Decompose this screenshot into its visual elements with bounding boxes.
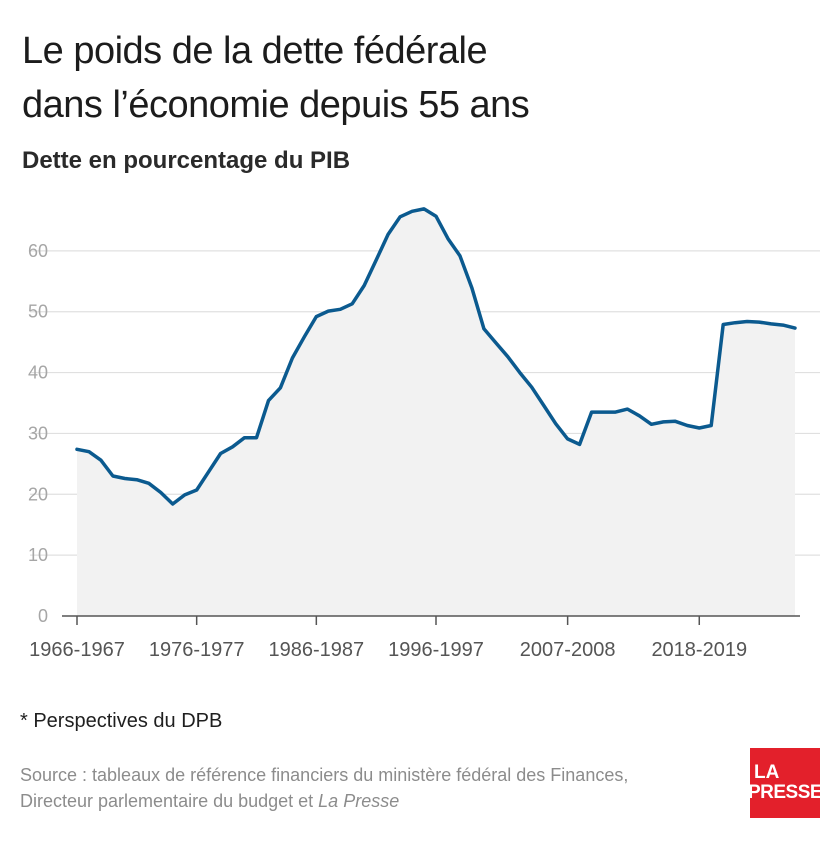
footnote: * Perspectives du DPB [20,710,223,732]
y-tick-label: 40 [28,363,48,383]
y-axis-ticks: 0 10 20 30 40 50 60 [28,241,48,626]
y-tick-label: 10 [28,545,48,565]
source-line-1: Source : tableaux de référence financier… [20,765,629,785]
source-publication-name: La Presse [318,791,400,811]
x-tick-label: 1996-1997 [388,639,484,661]
y-tick-label: 20 [28,484,48,504]
y-tick-label: 0 [38,606,48,626]
source-text: Source : tableaux de référence financier… [20,762,720,814]
logo-line-1: LA [754,762,780,783]
y-tick-label: 60 [28,241,48,261]
chart-title: Le poids de la dette fédérale dans l’éco… [22,24,812,132]
x-tick-label: 2007-2008 [520,639,616,661]
x-tick-label: 1966-1967 [29,639,125,661]
logo-line-2: PRESSE [747,782,823,803]
x-axis-ticks: 1966-1967 1976-1977 1986-1987 1996-1997 2007… [29,616,747,661]
x-tick-label: 1986-1987 [269,639,365,661]
chart-title-line-1: Le poids de la dette fédérale [22,30,488,72]
chart-title-line-2: dans l’économie depuis 55 ans [22,84,530,126]
area-fill [77,208,795,616]
la-presse-logo: LA PRESSE [747,748,823,818]
y-tick-label: 50 [28,302,48,322]
y-tick-label: 30 [28,423,48,443]
x-tick-label: 2018-2019 [651,639,747,661]
debt-line [75,207,797,506]
x-tick-label: 1976-1977 [149,639,245,661]
source-line-2: Directeur parlementaire du budget et La … [20,788,720,814]
debt-to-gdp-chart: 0 10 20 30 40 50 60 1966-1967 1976-1977 1986-198… [28,207,820,661]
chart-subtitle: Dette en pourcentage du PIB [22,147,351,174]
source-line-2-text: Directeur parlementaire du budget et [20,791,319,811]
